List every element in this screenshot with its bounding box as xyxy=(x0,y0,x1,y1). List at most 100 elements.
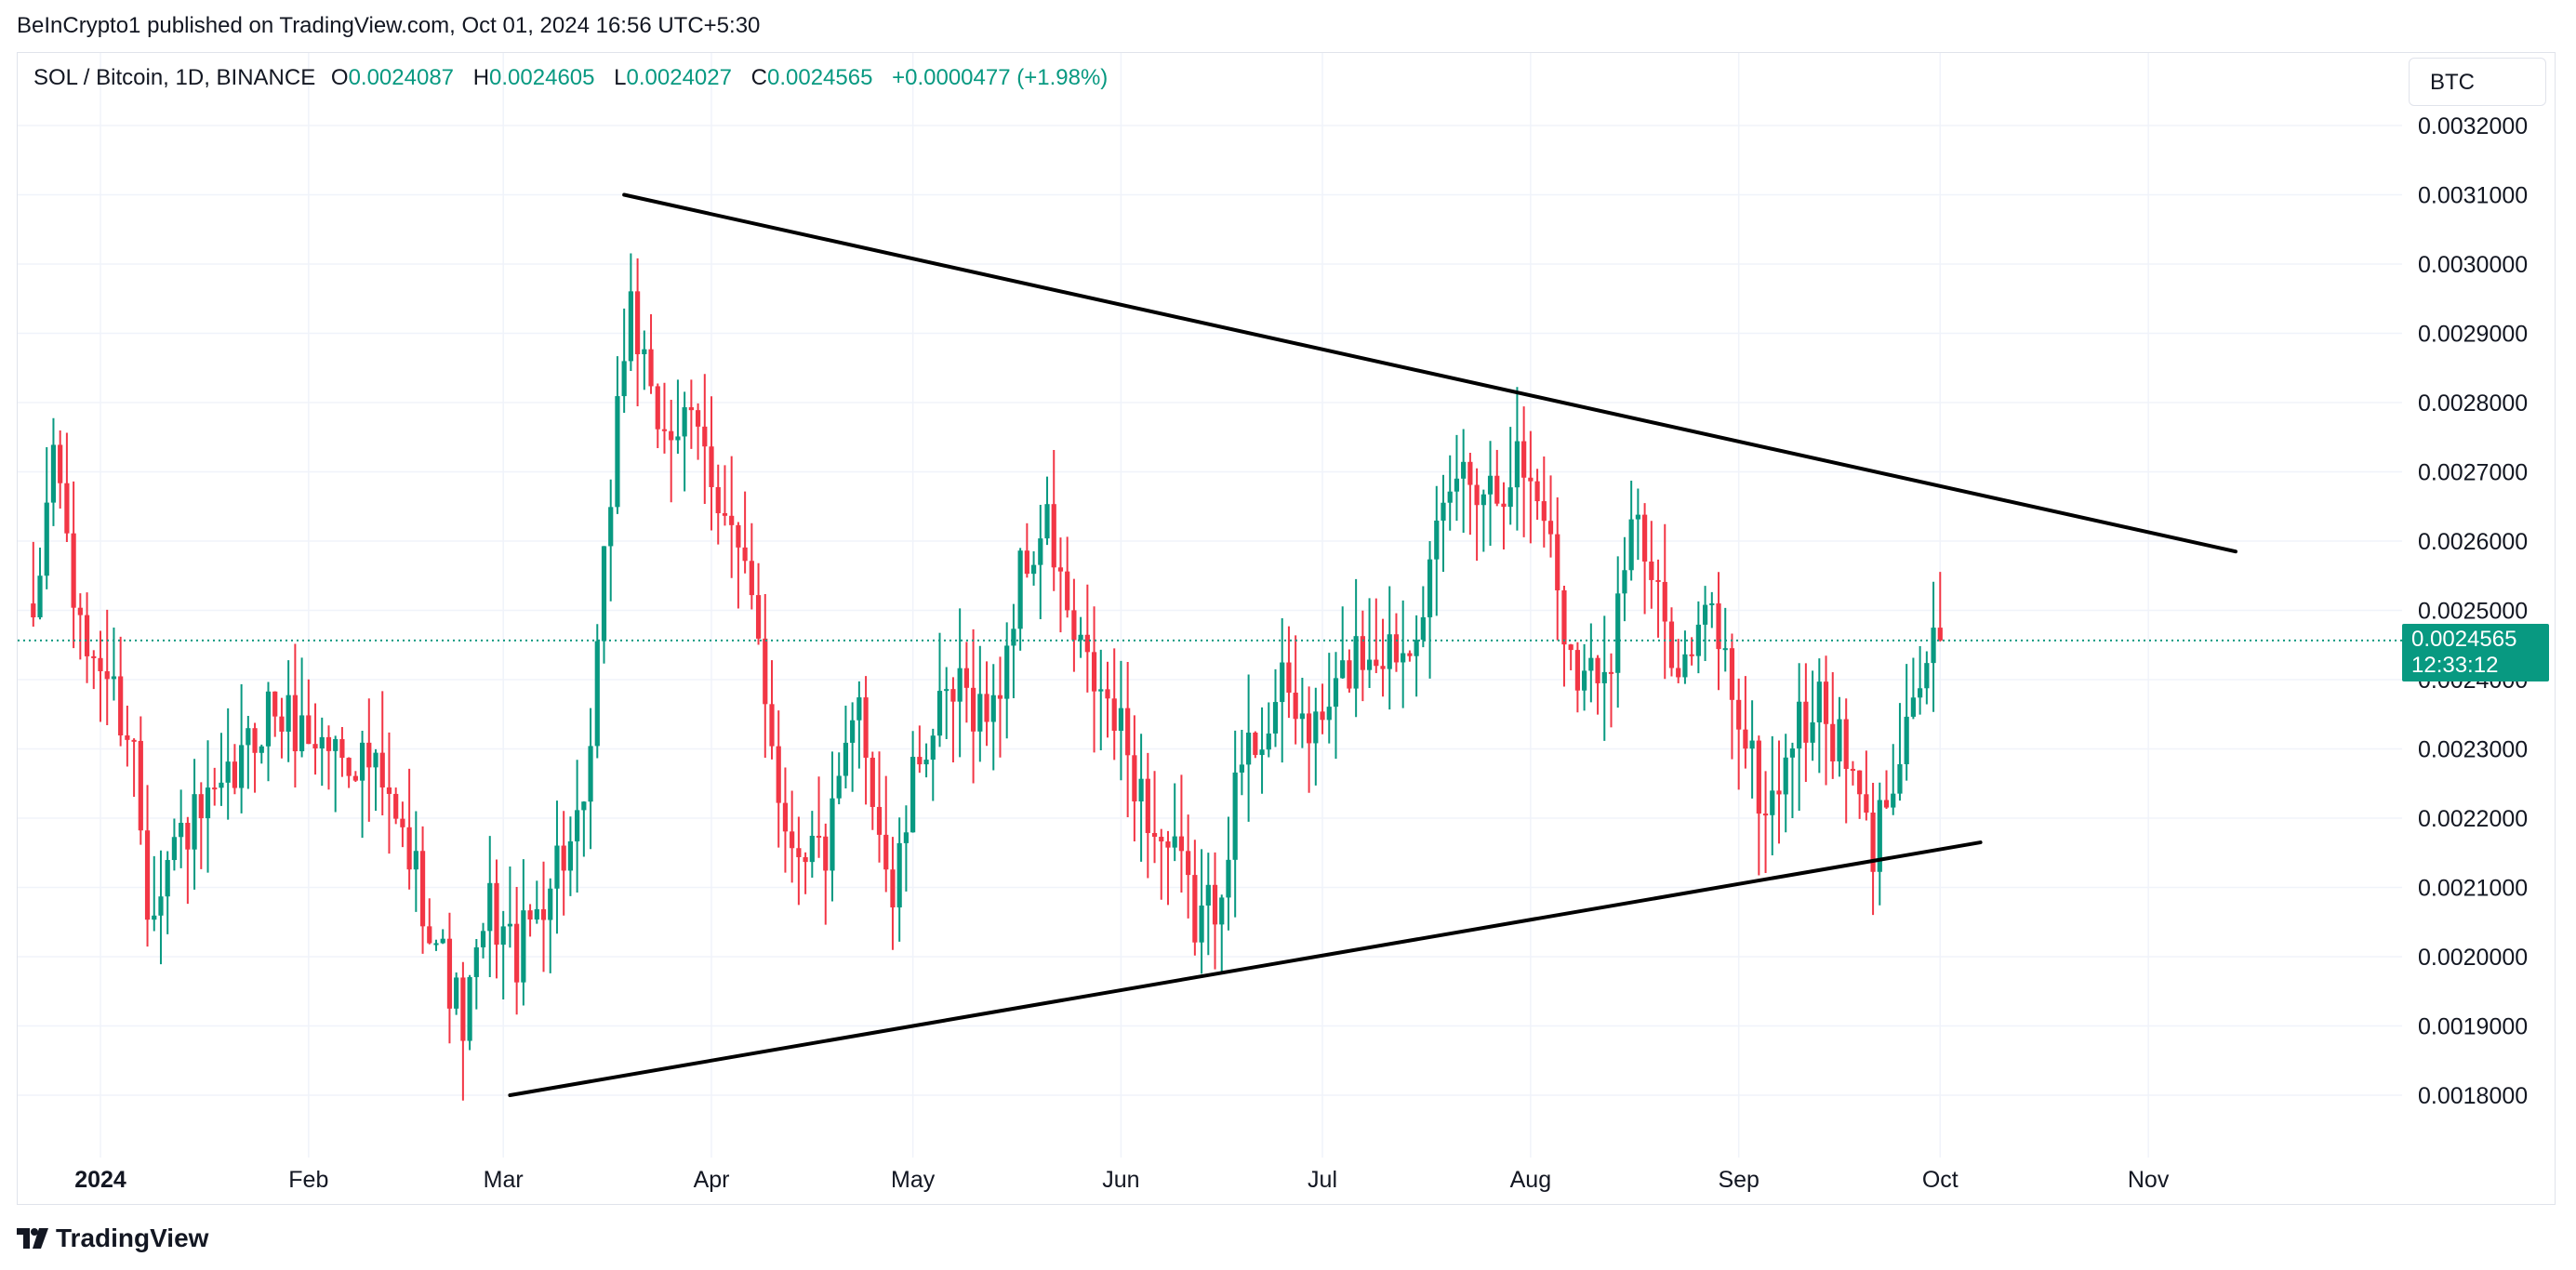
candle-body xyxy=(272,691,278,717)
symbol-legend: SOL / Bitcoin, 1D, BINANCE O0.0024087 H0… xyxy=(33,65,1108,91)
last-price-value: 0.0024565 xyxy=(2411,627,2517,652)
close-label: C xyxy=(750,65,767,90)
candle-body xyxy=(446,938,453,1009)
candle-body xyxy=(1937,628,1943,641)
candle-body xyxy=(856,697,862,721)
trendline-lower-support[interactable] xyxy=(508,840,1983,1097)
candle-body xyxy=(621,361,627,397)
y-tick-label: 0.0026000 xyxy=(2418,529,2528,555)
candle-body xyxy=(144,830,151,920)
candle-body xyxy=(1816,681,1822,722)
candle-body xyxy=(1259,749,1265,756)
candle-body xyxy=(1145,778,1150,834)
symbol-name[interactable]: SOL / Bitcoin, 1D, BINANCE xyxy=(33,65,316,90)
candle-body xyxy=(1226,859,1231,898)
candle-body xyxy=(554,845,560,889)
candle-body xyxy=(1065,571,1070,611)
candle-body xyxy=(521,910,526,983)
candle-body xyxy=(1380,666,1386,669)
candle-body xyxy=(803,856,808,863)
candle-body xyxy=(225,761,231,783)
candle-body xyxy=(1004,645,1010,699)
candle-body xyxy=(601,546,607,642)
candle-body xyxy=(997,695,1003,699)
candle-body xyxy=(863,697,869,758)
candle-body xyxy=(1810,721,1815,743)
candle-body xyxy=(1071,610,1077,641)
y-tick-label: 0.0029000 xyxy=(2418,322,2528,348)
grid-lines xyxy=(18,53,2402,1158)
candle-body xyxy=(393,793,399,819)
high-value: 0.0024605 xyxy=(489,65,595,90)
candle-body xyxy=(575,810,580,841)
candle-body xyxy=(1547,521,1554,535)
candle-body xyxy=(1743,729,1748,749)
candle-body xyxy=(1883,800,1890,808)
currency-selector[interactable]: BTC xyxy=(2409,58,2546,106)
candle-body xyxy=(1333,678,1339,708)
candle-body xyxy=(165,860,170,897)
candle-body xyxy=(111,676,117,680)
candle-body xyxy=(1159,837,1164,842)
candle-body xyxy=(682,407,687,437)
candle-body xyxy=(1374,659,1379,667)
candle-body xyxy=(1622,570,1627,594)
candle-body xyxy=(1414,640,1419,656)
candle-body xyxy=(628,291,633,362)
candle-body xyxy=(1447,491,1453,503)
candle-body xyxy=(990,695,996,722)
candle-body xyxy=(500,926,506,946)
time-axis[interactable]: 2024 Feb Mar Apr May Jun Jul Aug Sep Oct Nov xyxy=(74,1167,2170,1193)
candle-body xyxy=(1803,701,1809,743)
candle-body xyxy=(936,691,943,736)
candle-body xyxy=(37,575,43,617)
x-tick-label: Mar xyxy=(484,1167,524,1193)
candle-body xyxy=(1461,461,1467,479)
trendline-upper-resistance[interactable] xyxy=(622,192,2237,554)
candle-body xyxy=(1481,494,1486,506)
candle-body xyxy=(534,908,539,920)
candle-body xyxy=(1441,502,1446,521)
x-tick-label: Oct xyxy=(1922,1167,1959,1193)
price-axis[interactable]: 0.0018000 0.0019000 0.0020000 0.0021000 0.00… xyxy=(2418,113,2528,1109)
trendlines[interactable] xyxy=(508,192,2237,1097)
candle-body xyxy=(1676,668,1681,678)
candle-body xyxy=(494,882,499,946)
candle-body xyxy=(736,524,741,548)
candle-body xyxy=(265,691,272,747)
low-value: 0.0024027 xyxy=(626,65,732,90)
candle-body xyxy=(1762,814,1769,816)
candle-body xyxy=(359,742,365,781)
publisher-line: BeInCrypto1 published on TradingView.com… xyxy=(17,13,761,38)
y-tick-label: 0.0020000 xyxy=(2418,945,2528,971)
candle-body xyxy=(1172,836,1177,848)
candle-body xyxy=(1186,851,1191,876)
candle-body xyxy=(1199,905,1204,943)
candle-body xyxy=(1474,484,1480,506)
tradingview-logo[interactable]: TradingView xyxy=(17,1222,208,1255)
candle-body xyxy=(1347,660,1352,689)
candle-body xyxy=(1716,602,1721,650)
candle-body xyxy=(1253,732,1258,756)
candle-body xyxy=(339,739,345,759)
y-tick-label: 0.0031000 xyxy=(2418,183,2528,209)
change-value: +0.0000477 (+1.98%) xyxy=(892,65,1109,90)
candle-body xyxy=(1682,654,1688,678)
candle-body xyxy=(1057,567,1064,572)
candle-body xyxy=(1246,732,1252,765)
candle-body xyxy=(809,835,815,863)
candle-body xyxy=(312,744,318,749)
candle-body xyxy=(540,908,547,920)
candle-body xyxy=(171,837,178,861)
candle-body xyxy=(1307,713,1312,744)
candle-body xyxy=(1434,520,1440,560)
candle-body xyxy=(1870,813,1876,872)
candle-body xyxy=(816,835,822,838)
candle-body xyxy=(1555,534,1560,590)
x-tick-label: Feb xyxy=(288,1167,328,1193)
candle-body xyxy=(1904,716,1909,764)
candle-body xyxy=(1830,723,1836,761)
candle-body xyxy=(440,938,445,944)
candle-body xyxy=(185,823,191,850)
